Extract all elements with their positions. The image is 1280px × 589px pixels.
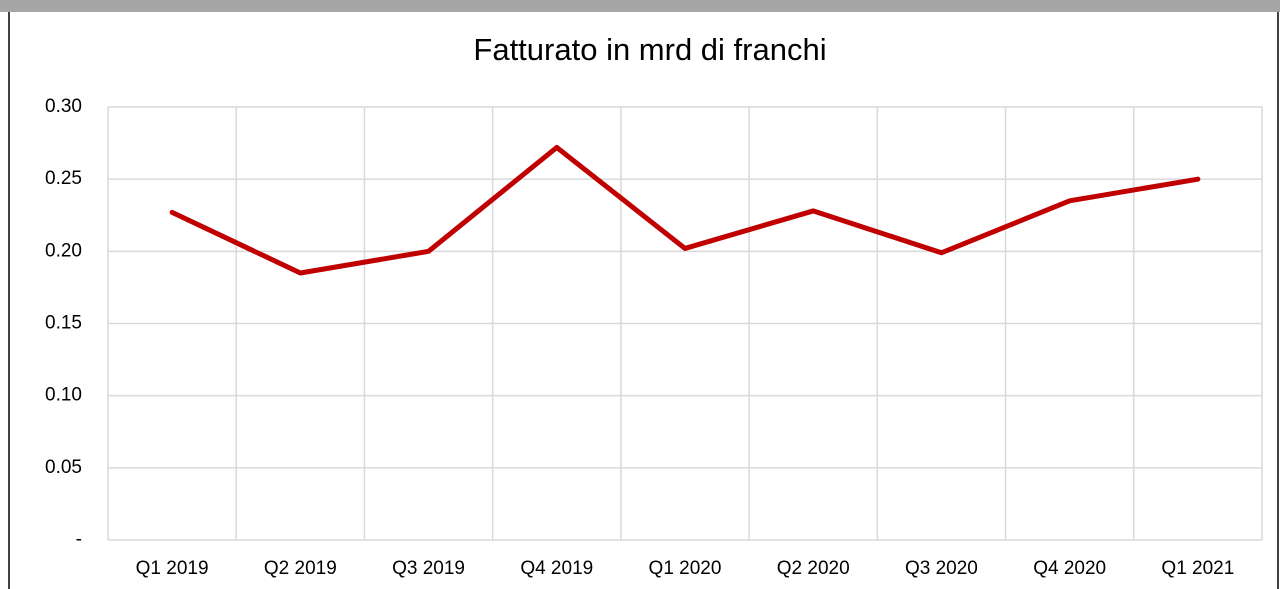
x-tick-label: Q3 2020: [905, 558, 978, 579]
data-line: [169, 144, 1201, 276]
y-tick-label: -: [76, 529, 82, 550]
y-tick-label: 0.10: [45, 385, 82, 406]
x-tick-label: Q3 2019: [392, 558, 465, 579]
chart-title: Fatturato in mrd di franchi: [473, 32, 826, 67]
top-bar: [0, 0, 1280, 12]
x-tick-label: Q4 2019: [520, 558, 593, 579]
x-tick-label: Q1 2020: [649, 558, 722, 579]
x-tick-label: Q1 2021: [1161, 558, 1234, 579]
x-tick-label: Q1 2019: [136, 558, 209, 579]
x-tick-label: Q2 2019: [264, 558, 337, 579]
x-tick-label: Q4 2020: [1033, 558, 1106, 579]
y-tick-label: 0.25: [45, 168, 82, 189]
y-tick-label: 0.05: [45, 457, 82, 478]
y-tick-label: 0.30: [45, 96, 82, 117]
y-tick-label: 0.15: [45, 313, 82, 334]
y-tick-label: 0.20: [45, 240, 82, 261]
x-tick-label: Q2 2020: [777, 558, 850, 579]
